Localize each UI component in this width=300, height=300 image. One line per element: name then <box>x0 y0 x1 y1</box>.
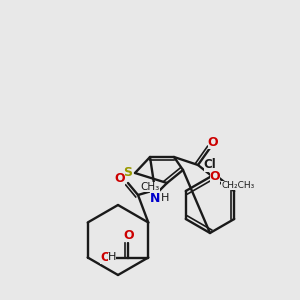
Text: O: O <box>123 229 134 242</box>
Text: O: O <box>115 172 125 185</box>
Text: H: H <box>161 193 169 203</box>
Text: CH₃: CH₃ <box>140 182 160 192</box>
Text: N: N <box>150 191 160 205</box>
Text: H: H <box>108 253 116 262</box>
Text: O: O <box>210 170 220 184</box>
Text: O: O <box>208 136 218 148</box>
Text: S: S <box>124 167 133 179</box>
Text: O: O <box>100 251 111 264</box>
Text: CH₂CH₃: CH₂CH₃ <box>221 181 255 190</box>
Text: Cl: Cl <box>204 158 216 172</box>
